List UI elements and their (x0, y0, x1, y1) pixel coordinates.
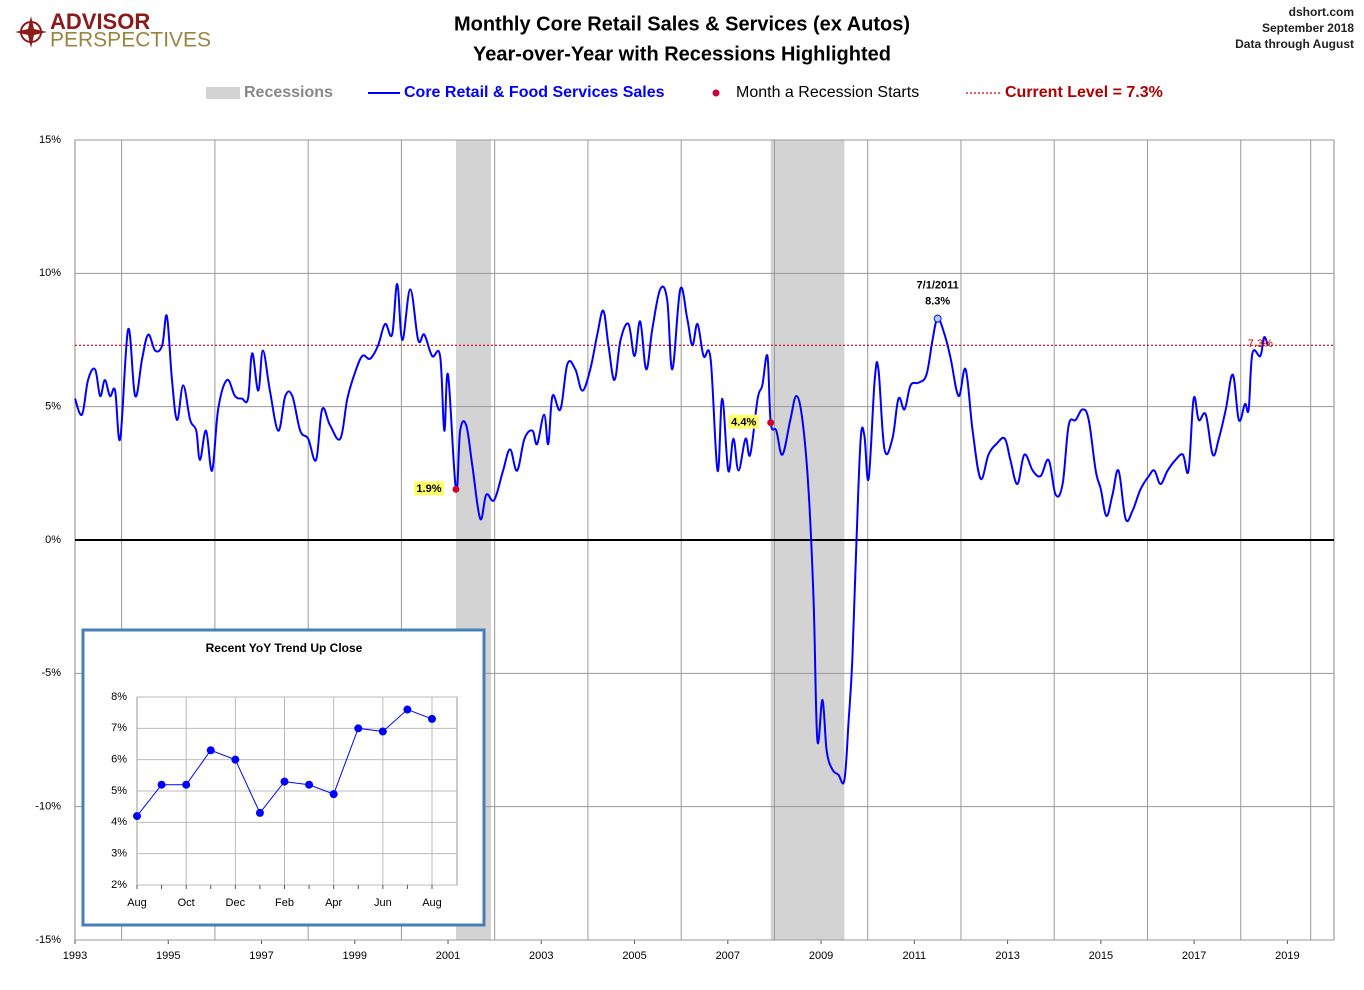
legend-label: Month a Recession Starts (736, 84, 919, 101)
data-point (280, 777, 289, 786)
source-line: Data through August (1235, 37, 1354, 51)
value-label-bg (728, 414, 759, 429)
data-point (182, 780, 191, 789)
legend-swatch (206, 87, 240, 99)
x-tick-label: 2015 (1089, 950, 1113, 962)
y-tick-label: 0% (45, 534, 61, 546)
y-tick-label: -5% (41, 667, 61, 679)
x-tick-label: 1999 (343, 950, 367, 962)
x-tick-label: Apr (325, 897, 342, 909)
y-tick-label: 5% (111, 785, 127, 797)
x-tick-label: Oct (178, 897, 195, 909)
x-tick-label: Jun (374, 897, 392, 909)
data-point (428, 714, 436, 723)
x-tick-label: 2001 (436, 950, 460, 962)
legend-label: Recessions (244, 84, 333, 101)
x-tick-label: 2019 (1275, 950, 1299, 962)
chart-subtitle: Year-over-Year with Recessions Highlight… (473, 43, 891, 65)
series-line (74, 282, 1269, 785)
chart-title: Monthly Core Retail Sales & Services (ex… (454, 13, 910, 35)
x-tick-label: 1993 (63, 950, 87, 962)
y-tick-label: 7% (111, 722, 127, 734)
reference-label: 7.3% (1248, 338, 1273, 350)
recession-start (452, 485, 460, 493)
y-tick-label: 3% (111, 848, 127, 860)
source-line: dshort.com (1289, 5, 1354, 19)
x-tick-label: Dec (226, 897, 246, 909)
logo: ADVISOR PERSPECTIVES (15, 9, 211, 52)
x-tick-label: 2003 (529, 950, 553, 962)
data-point (206, 746, 215, 755)
y-tick-label: -15% (35, 934, 61, 946)
x-tick-label: 2011 (903, 950, 927, 962)
inset-title: Recent YoY Trend Up Close (206, 641, 363, 655)
data-point (133, 812, 141, 821)
data-point (231, 755, 240, 764)
y-tick-label: 15% (39, 134, 61, 146)
value-label: 1.9% (416, 483, 441, 495)
y-tick-label: 2% (111, 879, 127, 891)
logo-top: ADVISOR (50, 9, 150, 34)
annotation-label: 7/1/2011 (917, 280, 959, 292)
annotation-value: 8.3% (925, 296, 950, 308)
y-tick-label: 8% (111, 691, 127, 703)
x-tick-label: Feb (275, 897, 294, 909)
inset-box (81, 628, 486, 927)
x-tick-label: 2009 (809, 950, 833, 962)
data-point (305, 780, 314, 789)
x-tick-label: 1997 (249, 950, 273, 962)
annotation-point (933, 314, 942, 323)
x-tick-label: 2017 (1182, 950, 1206, 962)
y-tick-label: -10% (35, 801, 61, 813)
data-point (403, 705, 412, 714)
data-point (255, 808, 264, 817)
recession-start (767, 419, 775, 427)
x-tick-label: 2007 (716, 950, 740, 962)
x-tick-label: 2013 (995, 950, 1019, 962)
logo-bottom: PERSPECTIVES (50, 29, 211, 52)
y-tick-label: 5% (45, 401, 61, 413)
data-point (378, 727, 387, 736)
data-point (157, 780, 166, 789)
legend-label: Current Level = 7.3% (1005, 84, 1163, 101)
source-line: September 2018 (1262, 21, 1354, 35)
x-tick-label: 2005 (622, 950, 646, 962)
legend-swatch (712, 89, 720, 97)
y-tick-label: 10% (39, 267, 61, 279)
value-label: 4.4% (731, 417, 756, 429)
x-tick-label: Aug (127, 897, 147, 909)
x-tick-label: 1995 (156, 950, 180, 962)
y-tick-label: 4% (111, 816, 127, 828)
y-tick-label: 6% (111, 754, 127, 766)
x-tick-label: Aug (422, 897, 442, 909)
legend-label: Core Retail & Food Services Sales (404, 84, 665, 101)
data-point (329, 790, 338, 799)
logo-star (15, 16, 47, 48)
data-point (354, 724, 363, 733)
value-label-bg (413, 481, 444, 496)
